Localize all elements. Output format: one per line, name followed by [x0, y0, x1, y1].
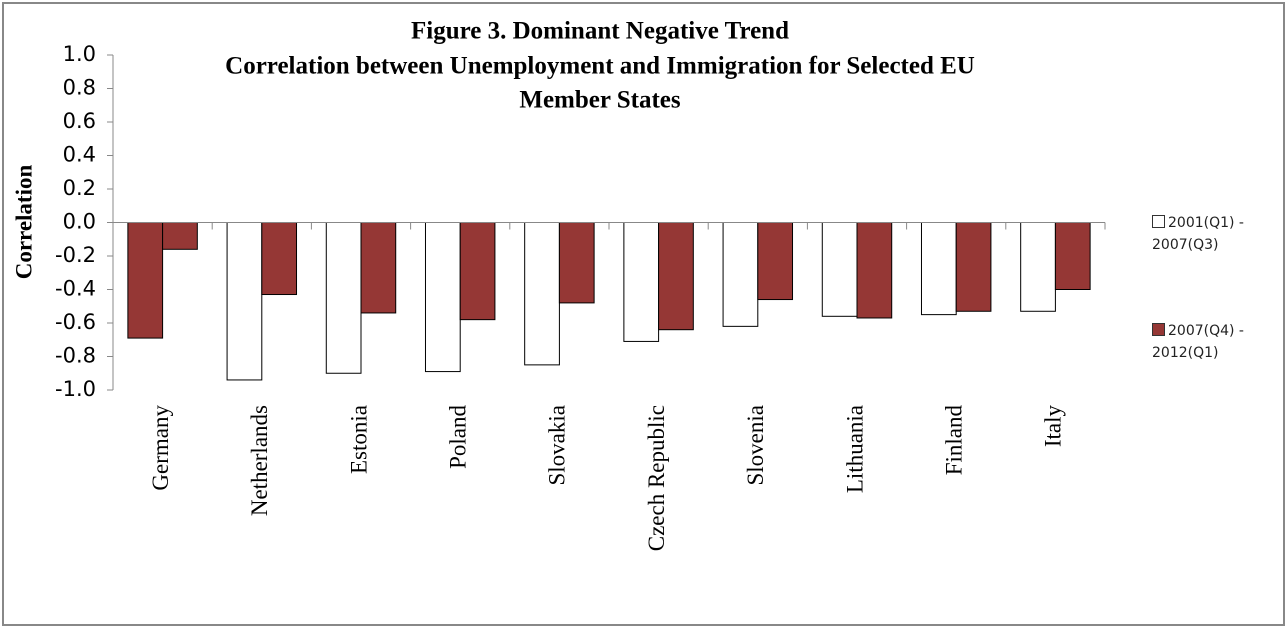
legend-label: 2001(Q1) - 2007(Q3) [1152, 215, 1244, 253]
x-tick-label: Italy [1041, 405, 1066, 448]
y-axis-label: Correlation [11, 165, 36, 280]
bar [360, 222, 397, 314]
y-tick-label: 0.6 [63, 109, 96, 133]
x-tick-label: Lithuania [842, 405, 867, 493]
bar [821, 222, 858, 317]
chart-title-line: Figure 3. Dominant Negative Trend [411, 18, 789, 45]
y-tick-label: -0.4 [55, 277, 96, 301]
chart-title-line: Correlation between Unemployment and Imm… [225, 53, 975, 80]
bar [524, 222, 560, 366]
x-tick-label: Netherlands [247, 405, 272, 516]
bar [920, 222, 957, 316]
y-tick-label: 1.0 [63, 42, 96, 66]
bar [459, 222, 496, 321]
y-tick-label: -0.6 [55, 310, 96, 334]
bar [955, 222, 992, 312]
bar [261, 222, 298, 296]
x-tick-label: Finland [941, 405, 966, 476]
y-tick-label: 0.8 [63, 76, 96, 100]
bar [1020, 222, 1056, 312]
x-tick-label: Estonia [346, 405, 371, 474]
y-tick-label: 0.4 [63, 143, 96, 167]
x-tick-label: Poland [445, 405, 470, 469]
legend-label: 2007(Q4) - 2012(Q1) [1152, 323, 1244, 361]
y-tick-label: -0.2 [55, 243, 96, 267]
chart-title-line: Member States [519, 87, 681, 114]
bar [623, 222, 660, 342]
x-tick-label: Slovakia [545, 405, 570, 486]
bar [757, 222, 794, 301]
legend-swatch [1152, 323, 1165, 336]
bar [1054, 222, 1091, 290]
bar [424, 222, 461, 373]
bar [722, 222, 759, 327]
bar [127, 222, 164, 339]
x-tick-label: Germany [148, 405, 173, 491]
x-tick-label: Slovenia [743, 405, 768, 486]
legend-swatch [1152, 215, 1165, 228]
bar [558, 222, 595, 304]
y-tick-label: -0.8 [55, 344, 96, 368]
x-tick-label: Czech Republic [644, 405, 669, 551]
bar [658, 222, 694, 331]
y-tick-label: 0.2 [63, 176, 96, 200]
bar [226, 222, 263, 381]
legend-entry: 2007(Q4) - 2012(Q1) [1152, 320, 1272, 364]
bar [856, 222, 893, 319]
y-tick-label: 0.0 [63, 210, 96, 234]
bar [325, 222, 362, 374]
bar [162, 222, 198, 250]
y-tick-label: -1.0 [55, 377, 96, 401]
legend-entry: 2001(Q1) - 2007(Q3) [1152, 212, 1272, 256]
